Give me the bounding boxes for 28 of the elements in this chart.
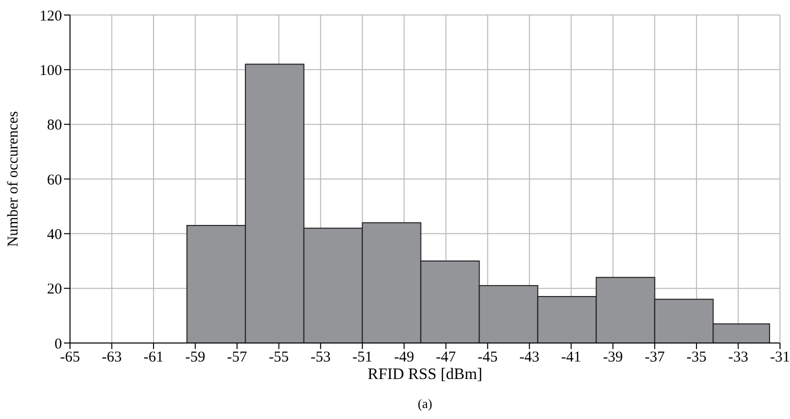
x-tick-label: -61 xyxy=(144,350,164,366)
y-tick-label: 80 xyxy=(47,118,62,134)
x-tick-label: -31 xyxy=(770,350,790,366)
y-tick-label: 100 xyxy=(40,62,62,79)
x-tick-label: -41 xyxy=(561,350,582,366)
x-tick-label: -55 xyxy=(268,350,289,366)
x-tick-label: -49 xyxy=(394,350,414,366)
x-axis-title: RFID RSS [dBm] xyxy=(366,366,484,384)
y-tick-label: 40 xyxy=(47,226,62,243)
x-tick-label: -57 xyxy=(227,350,248,366)
x-tick-label: -53 xyxy=(310,350,331,366)
x-tick-label: -65 xyxy=(60,350,80,366)
x-tick-label: -51 xyxy=(352,350,372,366)
text: (a) xyxy=(416,396,434,412)
y-tick-label: 60 xyxy=(47,172,62,188)
x-tick-label: -33 xyxy=(728,350,748,366)
x-tick-label: -37 xyxy=(644,350,666,366)
x-tick-label: -47 xyxy=(436,350,456,366)
x-tick-label: -35 xyxy=(686,350,706,366)
x-tick-label: -45 xyxy=(478,350,498,366)
x-tick-label: -39 xyxy=(602,350,623,366)
x-tick-label: -63 xyxy=(102,350,122,366)
y-tick-label: 20 xyxy=(47,282,62,298)
y-tick-label: 0 xyxy=(54,336,62,352)
y-tick-label: 120 xyxy=(40,8,62,24)
x-tick-label: -59 xyxy=(185,350,206,366)
y-axis-title: Number of occurences xyxy=(5,110,22,247)
x-tick-label: -43 xyxy=(519,350,540,366)
